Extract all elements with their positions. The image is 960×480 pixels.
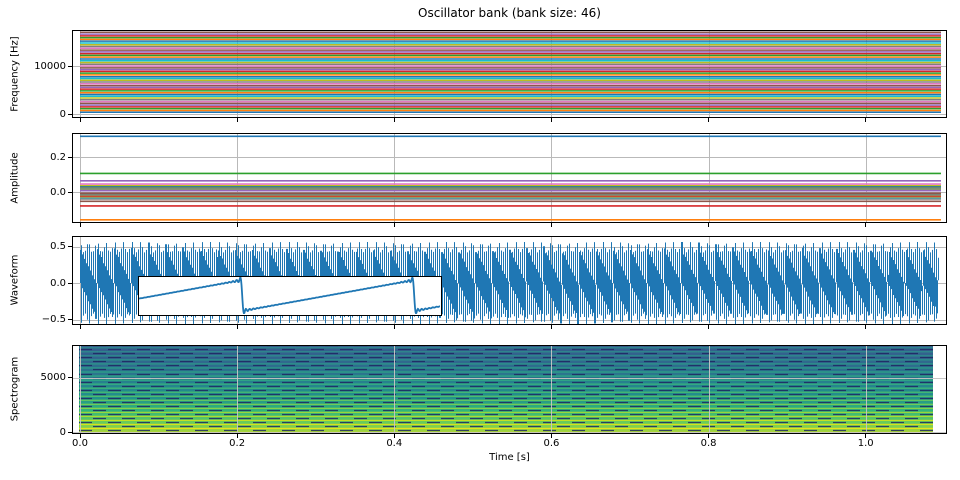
chart-title: Oscillator bank (bank size: 46) xyxy=(418,6,601,20)
y-tick-label: 0.5 xyxy=(50,241,66,252)
x-tick-mark xyxy=(865,118,867,122)
y-tick-label: 5000 xyxy=(40,372,66,383)
waveform-panel xyxy=(72,236,947,325)
x-tick-label: 0.0 xyxy=(72,438,88,449)
spectrogram-panel xyxy=(72,345,947,434)
y-tick-mark xyxy=(68,65,72,67)
y-tick-mark xyxy=(68,246,72,247)
x-tick-mark xyxy=(79,118,81,122)
x-tick-label: 0.4 xyxy=(386,438,403,449)
y-tick-label: −0.5 xyxy=(41,314,66,325)
x-tick-mark xyxy=(550,118,552,122)
x-tick-mark xyxy=(236,118,238,122)
y-axis-label-frequency: Frequency [Hz] xyxy=(9,36,21,112)
x-tick-label: 0.8 xyxy=(700,438,717,449)
y-tick-label: 0.0 xyxy=(50,277,66,289)
x-tick-mark xyxy=(865,434,867,438)
x-tick-mark xyxy=(708,118,710,122)
waveform-inset-canvas xyxy=(139,277,440,314)
x-tick-mark xyxy=(236,325,238,329)
frequency-panel xyxy=(72,30,947,118)
x-tick-mark xyxy=(79,434,81,438)
y-tick-mark xyxy=(68,377,72,378)
y-tick-label: 0.2 xyxy=(50,151,66,163)
frequency-panel-canvas xyxy=(72,30,947,118)
x-tick-label: 0.6 xyxy=(543,438,560,449)
amplitude-panel-canvas xyxy=(72,133,947,223)
x-tick-mark xyxy=(865,325,867,329)
x-tick-mark xyxy=(708,325,710,329)
y-tick-label: 0 xyxy=(59,108,66,120)
y-tick-mark xyxy=(68,113,72,115)
x-tick-mark xyxy=(393,118,395,122)
x-tick-mark xyxy=(550,223,552,227)
waveform-inset xyxy=(138,276,442,316)
x-axis-label: Time [s] xyxy=(489,452,530,463)
x-tick-mark xyxy=(393,223,395,227)
x-tick-label: 0.2 xyxy=(229,438,246,449)
x-tick-mark xyxy=(550,325,552,329)
x-tick-mark xyxy=(393,434,395,438)
y-tick-mark xyxy=(68,431,72,433)
x-tick-mark xyxy=(79,325,81,329)
x-tick-mark xyxy=(393,325,395,329)
y-tick-mark xyxy=(68,156,72,158)
x-tick-mark xyxy=(236,223,238,227)
y-axis-label-spectrogram: Spectrogram xyxy=(9,356,21,422)
y-tick-mark xyxy=(68,282,72,284)
x-tick-mark xyxy=(865,223,867,227)
y-tick-label: 0.0 xyxy=(50,186,66,198)
x-tick-mark xyxy=(236,434,238,438)
amplitude-panel xyxy=(72,133,947,223)
y-tick-mark xyxy=(68,191,72,193)
y-tick-label: 0 xyxy=(59,426,66,438)
x-tick-mark xyxy=(708,434,710,438)
x-tick-mark xyxy=(79,223,81,227)
x-tick-label: 1.0 xyxy=(857,438,874,449)
y-tick-mark xyxy=(68,319,72,320)
x-tick-mark xyxy=(550,434,552,438)
y-tick-label: 10000 xyxy=(34,60,66,72)
spectrogram-panel-canvas xyxy=(72,345,947,434)
x-tick-mark xyxy=(708,223,710,227)
